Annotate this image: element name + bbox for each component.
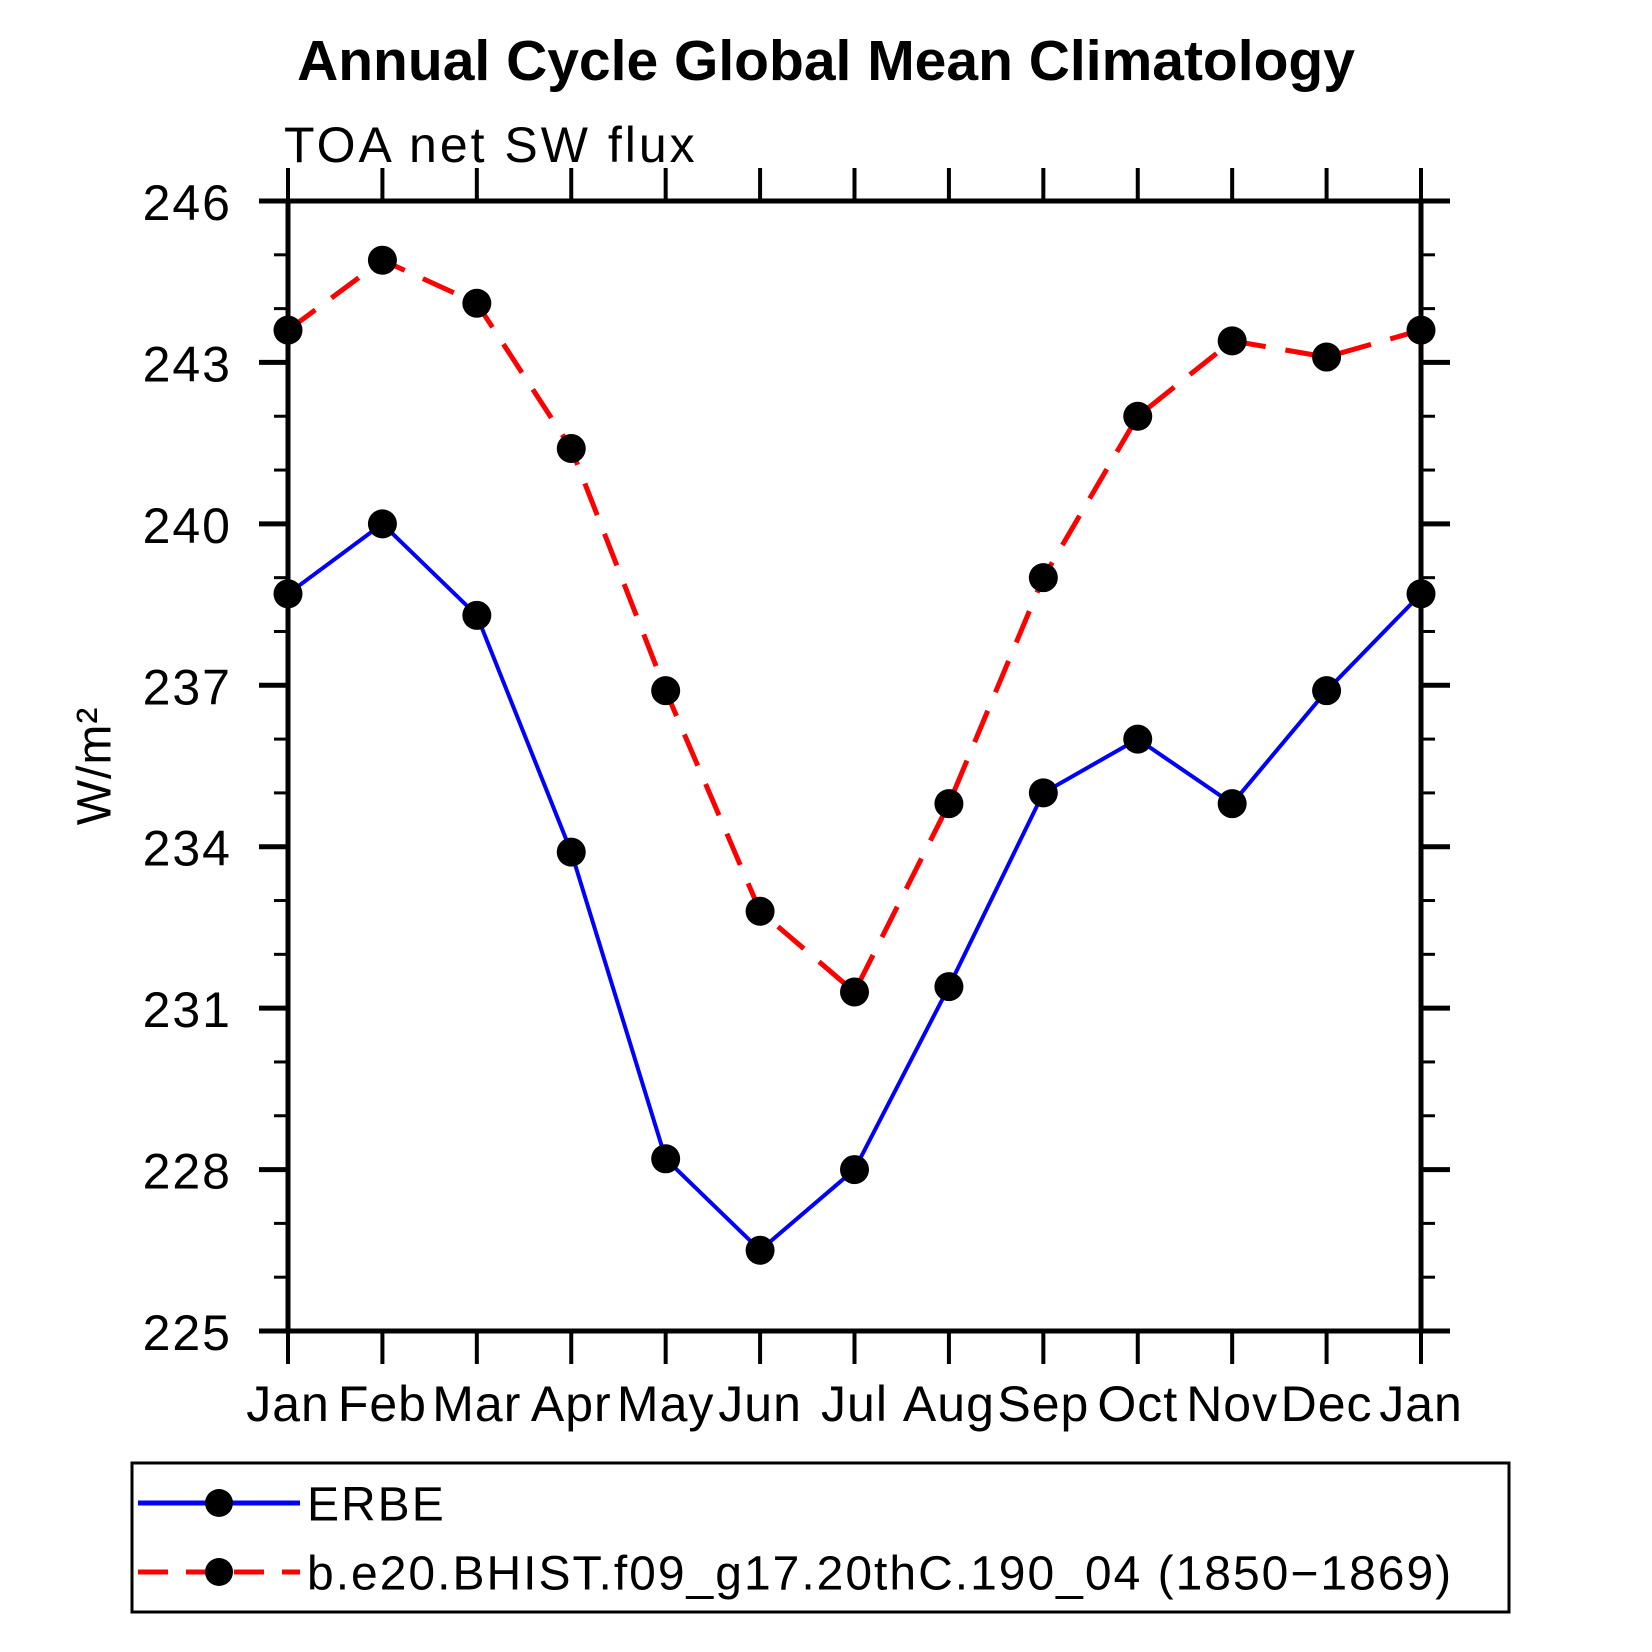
x-tick-label: Dec — [1281, 1376, 1373, 1432]
x-tick-label: Sep — [997, 1376, 1089, 1432]
x-tick-label: Apr — [531, 1376, 612, 1432]
y-tick-label: 231 — [143, 982, 232, 1038]
y-tick-label: 228 — [143, 1144, 232, 1200]
data-point-marker — [1406, 579, 1436, 609]
series-line-0 — [286, 521, 1423, 1253]
data-point-marker — [1123, 724, 1153, 754]
y-tick-label: 243 — [143, 336, 232, 392]
y-tick-label: 240 — [143, 498, 232, 554]
y-tick-label: 225 — [143, 1305, 232, 1361]
data-point-marker — [367, 509, 397, 539]
x-tick-label: Nov — [1186, 1376, 1278, 1432]
x-tick-label: May — [617, 1376, 714, 1432]
data-point-marker — [462, 288, 492, 318]
data-point-marker — [367, 245, 397, 275]
x-tick-label: Aug — [903, 1376, 995, 1432]
data-point-marker — [651, 676, 681, 706]
data-point-marker — [651, 1144, 681, 1174]
legend-box — [130, 1461, 1511, 1614]
x-tick-label: Jan — [1379, 1376, 1463, 1432]
y-tick-label: 234 — [143, 821, 232, 877]
legend-marker — [205, 1489, 233, 1517]
data-point-marker — [934, 789, 964, 819]
data-point-marker — [1217, 326, 1247, 356]
chart-title: Annual Cycle Global Mean Climatology — [297, 29, 1355, 93]
data-point-marker — [1406, 315, 1436, 345]
x-tick-label: Oct — [1097, 1376, 1178, 1432]
y-axis-label: W/m² — [69, 707, 122, 826]
data-point-marker — [1312, 676, 1342, 706]
data-point-marker — [745, 1235, 775, 1265]
data-point-marker — [1312, 342, 1342, 372]
data-point-marker — [1217, 789, 1247, 819]
series-line-1 — [286, 257, 1422, 996]
data-point-marker — [1028, 778, 1058, 808]
data-point-marker — [462, 600, 492, 630]
x-tick-label: Jul — [821, 1376, 888, 1432]
data-point-marker — [934, 972, 964, 1002]
data-point-marker — [745, 896, 775, 926]
x-tick-label: Mar — [432, 1376, 521, 1432]
data-point-marker — [840, 1155, 869, 1185]
y-tick-label: 246 — [143, 175, 232, 231]
data-point-marker — [556, 837, 586, 867]
data-point-marker — [556, 434, 586, 464]
legend-marker — [205, 1558, 233, 1586]
data-point-marker — [273, 315, 303, 345]
legend-label: b.e20.BHIST.f09_g17.20thC.190_04 (1850−1… — [307, 1548, 1453, 1601]
legend-label: ERBE — [307, 1479, 446, 1532]
x-tick-label: Jan — [246, 1376, 330, 1432]
data-point-marker — [273, 579, 303, 609]
x-tick-label: Feb — [338, 1376, 427, 1432]
chart-subtitle: TOA net SW flux — [284, 117, 698, 173]
y-tick-label: 237 — [143, 659, 232, 715]
data-point-marker — [840, 977, 869, 1007]
data-point-marker — [1028, 563, 1058, 593]
x-tick-label: Jun — [718, 1376, 802, 1432]
data-point-marker — [1123, 401, 1153, 431]
